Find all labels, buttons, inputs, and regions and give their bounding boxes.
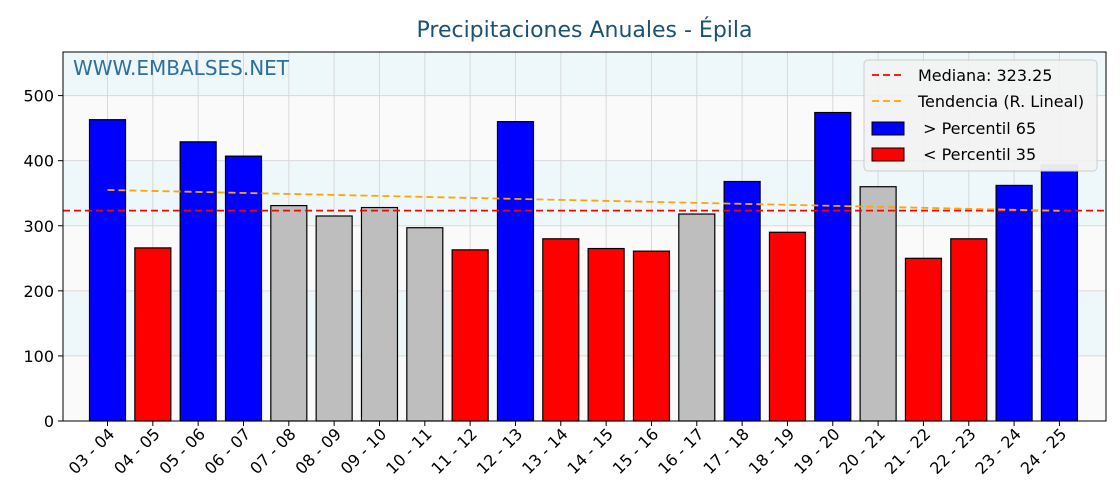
bar-18-19 [768,231,807,422]
x-tick-label: 24 - 25 [1017,424,1071,478]
x-tick-label: 20 - 21 [835,424,889,478]
x-tick-label: 15 - 16 [609,424,663,478]
legend-trend-label: Tendencia (R. Lineal) [917,92,1084,111]
bar-24-25 [1040,164,1079,422]
chart-title: Precipitaciones Anuales - Épila [417,17,753,43]
bar-23-24 [995,184,1033,422]
bar-08-09 [315,215,353,422]
bar-20-21 [859,186,897,422]
x-tick-label: 17 - 18 [699,424,753,478]
x-tick-label: 12 - 13 [473,424,527,478]
bar-06-07 [224,155,263,422]
y-tick-label: 300 [23,217,54,236]
x-tick-label: 22 - 23 [926,424,980,478]
x-tick-label: 16 - 17 [654,424,708,478]
legend-high-swatch [871,121,905,136]
x-tick-label: 13 - 14 [518,424,572,478]
bar-12-13 [496,121,535,422]
legend-low-swatch [871,147,905,162]
y-tick-label: 200 [23,282,54,301]
bar-09-10 [360,206,399,422]
bar-15-16 [632,250,671,422]
x-tick-label: 14 - 15 [563,424,617,478]
bar-14-15 [587,247,625,422]
x-tick-label: 21 - 22 [881,424,935,478]
y-tick-label: 500 [23,87,54,106]
x-tick-label: 18 - 19 [745,424,799,478]
trend-line [107,189,1060,212]
legend-low-label: < Percentil 35 [918,145,1036,164]
x-tick-label: 05 - 06 [155,424,209,478]
legend-box [863,59,1098,172]
legend-median-label: Mediana: 323.25 [918,66,1052,85]
reference-lines [63,189,1106,212]
bar-05-06 [179,141,217,422]
x-tick-label: 03 - 04 [65,424,119,478]
plot-frame [62,51,1107,422]
bars [88,111,1079,422]
bar-04-05 [134,247,172,422]
bar-22-23 [950,238,988,422]
y-axis-ticks: 0 100 200 300 400 500 [23,87,63,431]
bar-03-04 [88,119,127,422]
legend: Mediana: 323.25 Tendencia (R. Lineal) > P… [863,59,1098,172]
bar-07-08 [270,204,308,422]
bar-17-18 [723,180,761,422]
bar-13-14 [542,238,580,422]
x-tick-label: 10 - 11 [382,424,436,478]
background-band [63,290,1106,356]
x-tick-label: 08 - 09 [291,424,345,478]
bar-21-22 [904,257,943,422]
background-band [63,355,1106,421]
x-tick-label: 23 - 24 [971,424,1025,478]
y-tick-label: 0 [44,412,54,431]
bar-10-11 [406,227,444,422]
y-tick-label: 100 [23,347,54,366]
x-tick-label: 07 - 08 [246,424,300,478]
x-tick-label: 09 - 10 [337,424,391,478]
y-tick-label: 400 [23,152,54,171]
x-tick-label: 19 - 20 [790,424,844,478]
background-band [63,225,1106,291]
bar-11-12 [451,249,489,422]
bar-19-20 [814,111,852,422]
x-tick-label: 04 - 05 [110,424,164,478]
legend-high-label: > Percentil 65 [918,119,1036,138]
x-tick-label: 06 - 07 [201,424,255,478]
bar-16-17 [678,213,716,422]
x-tick-label: 11 - 12 [427,424,481,478]
watermark-text: WWW.EMBALSES.NET [73,56,290,80]
